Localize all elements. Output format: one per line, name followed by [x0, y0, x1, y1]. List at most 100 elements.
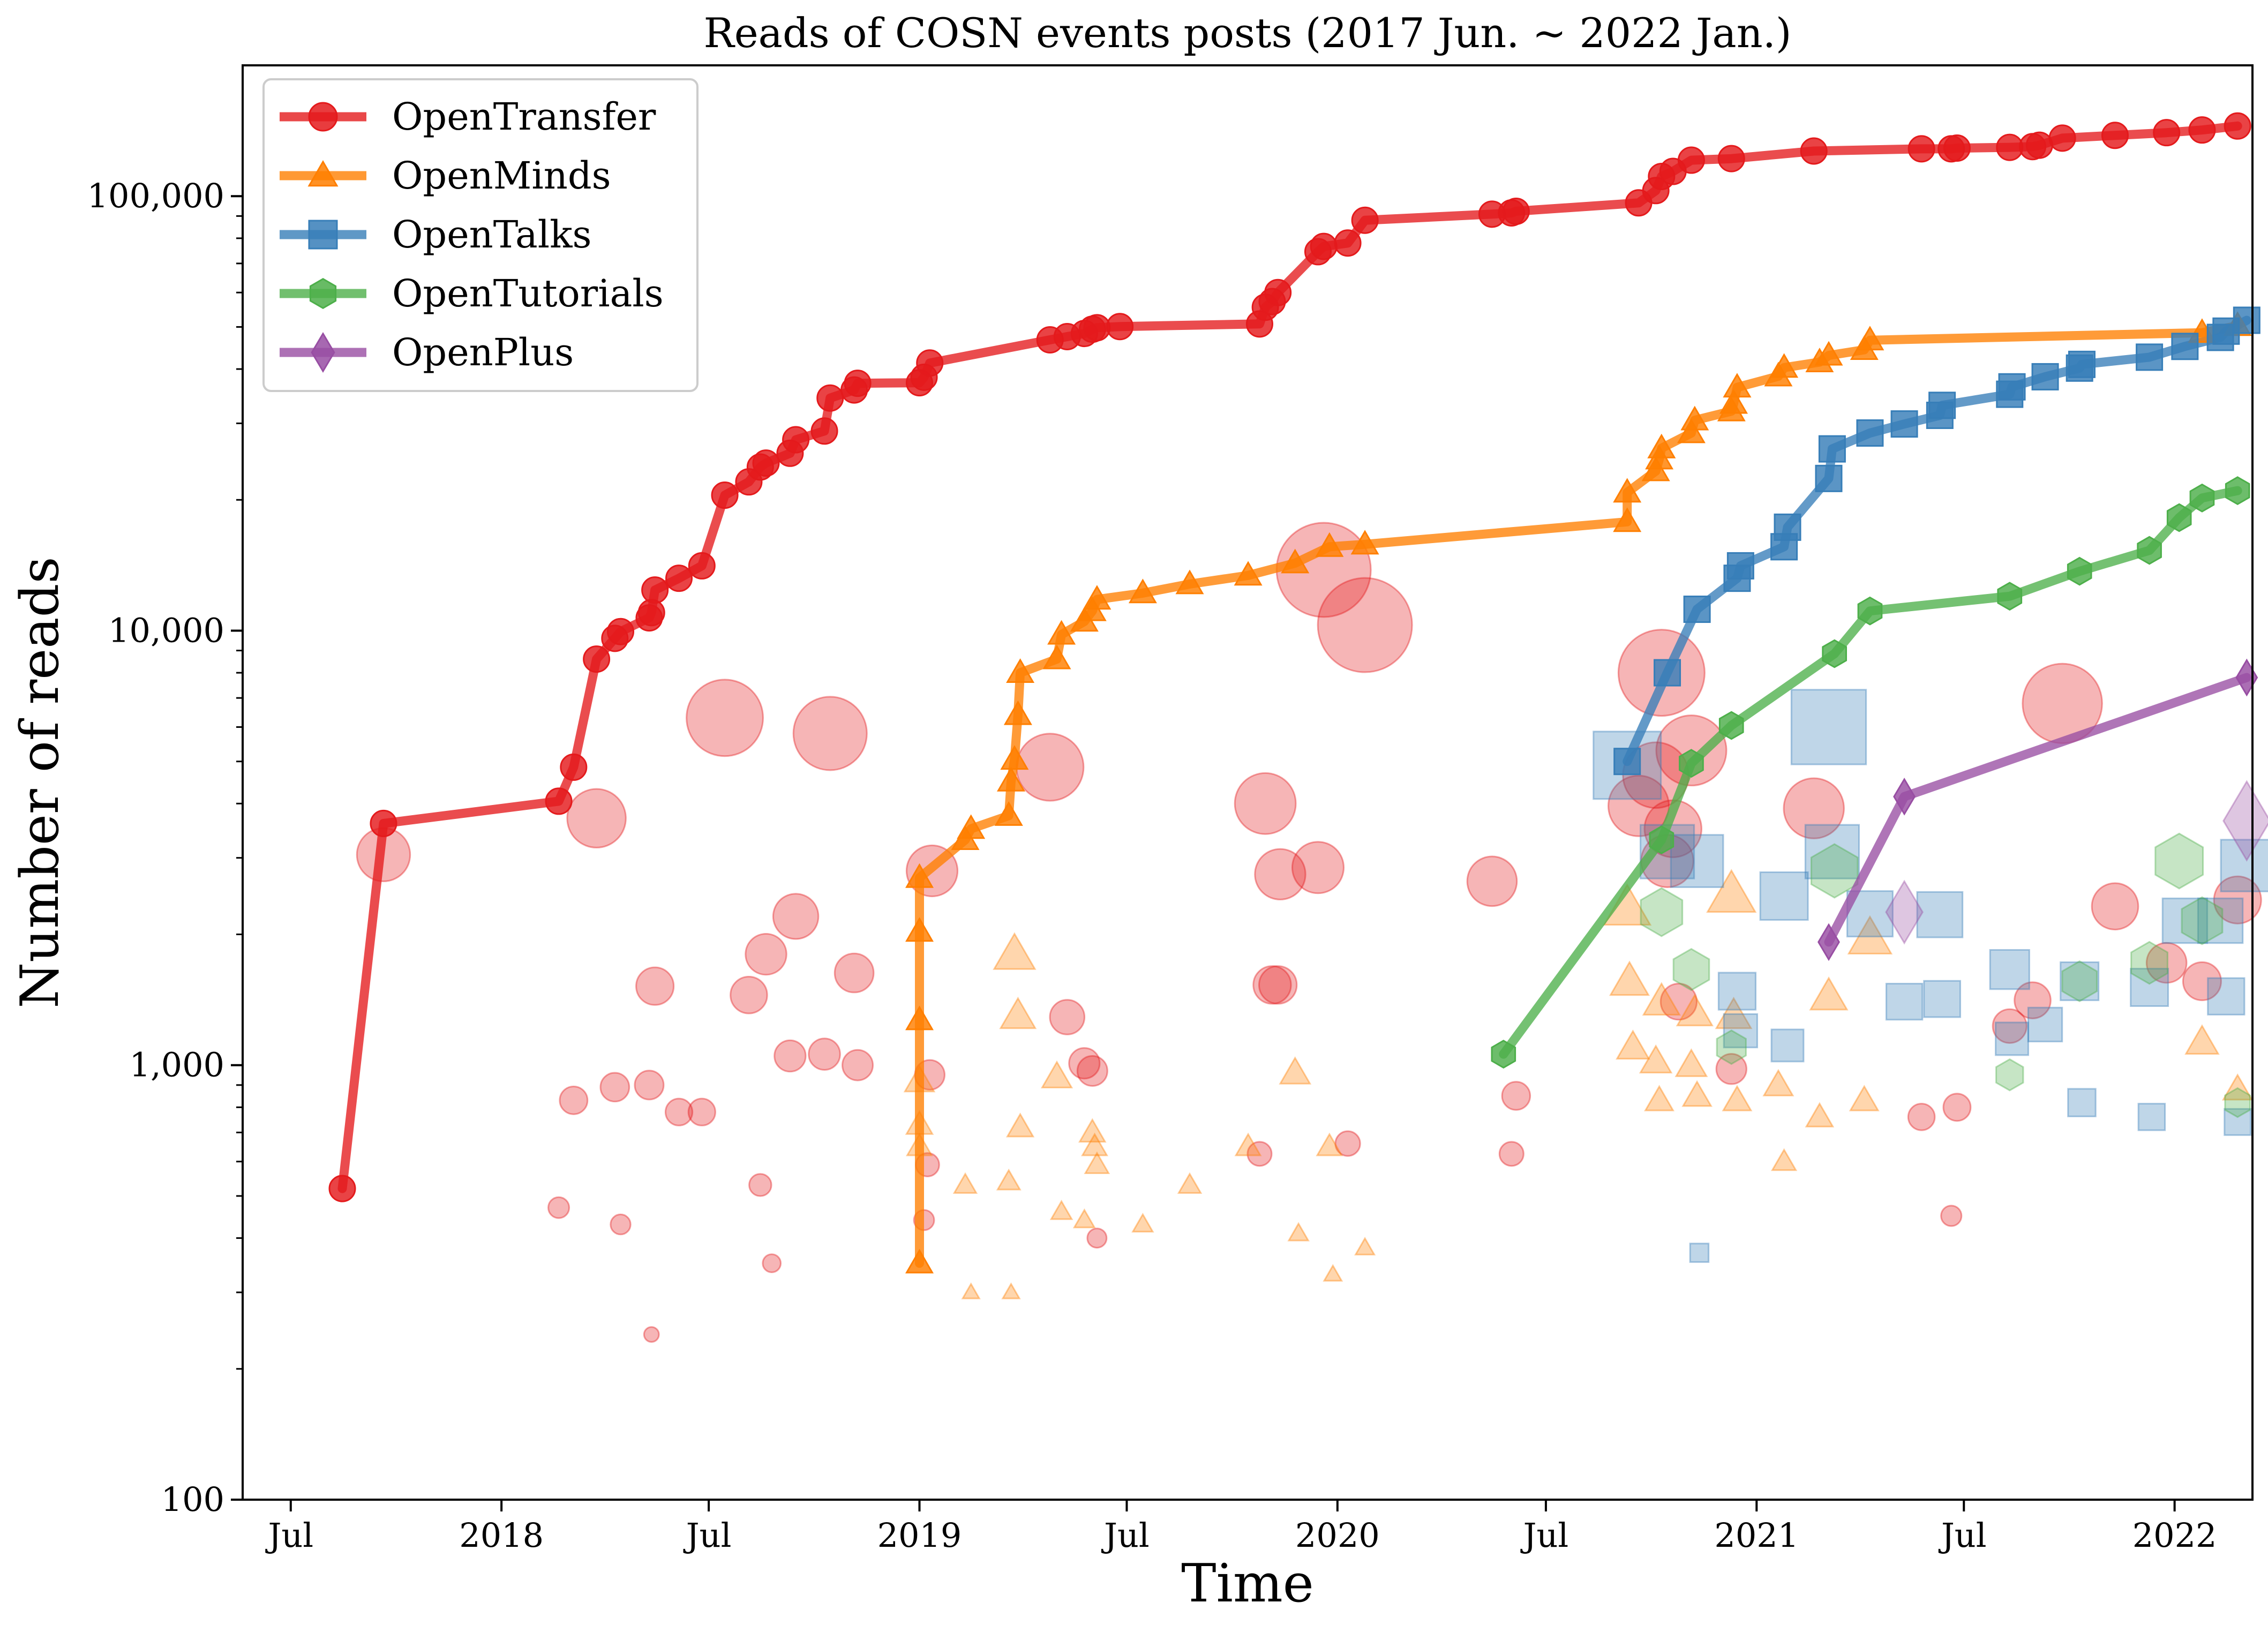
- series-point: [957, 814, 986, 839]
- series-point: [1890, 410, 1918, 438]
- per-post-point: [952, 1172, 978, 1194]
- legend-marker: [311, 332, 335, 373]
- series-point: [1613, 507, 1642, 532]
- series-point: [1677, 146, 1705, 174]
- series-point: [752, 449, 780, 477]
- per-post-point: [808, 1037, 841, 1071]
- per-post-point: [1049, 999, 1086, 1035]
- per-post-point: [1501, 1081, 1531, 1111]
- x-tick-label: 2022: [2132, 1516, 2217, 1555]
- series-point: [1857, 596, 1883, 626]
- per-post-point: [1716, 1029, 1747, 1065]
- per-post-point: [643, 1326, 660, 1343]
- series-point: [1083, 585, 1112, 610]
- per-post-point: [1640, 887, 1684, 937]
- per-post-point: [2207, 977, 2246, 1015]
- series-point: [782, 426, 810, 454]
- per-post-point: [1279, 1056, 1312, 1085]
- series-point: [994, 801, 1023, 826]
- per-post-point: [773, 1039, 807, 1073]
- per-post-point: [2213, 875, 2262, 924]
- x-tick-label: 2018: [459, 1516, 544, 1555]
- per-post-point: [1334, 1130, 1361, 1157]
- per-post-point: [1762, 1069, 1794, 1096]
- per-post-point: [559, 1085, 589, 1115]
- per-post-point: [2154, 832, 2204, 890]
- series-point: [1815, 464, 1843, 492]
- series-point: [844, 370, 872, 397]
- y-axis-ticks: 100 1,000 10,000 100,000: [87, 176, 243, 1519]
- series-point: [810, 417, 838, 445]
- per-post-point: [1992, 1008, 2027, 1044]
- series-point: [1856, 326, 1884, 351]
- per-post-point: [1609, 960, 1650, 996]
- per-post-point: [1644, 1085, 1674, 1111]
- series-point: [2031, 363, 2059, 390]
- series-point: [1654, 659, 1681, 687]
- per-post-point: [1076, 1055, 1108, 1087]
- per-post-point: [1706, 869, 1757, 913]
- series-point: [1042, 644, 1071, 669]
- per-post-point: [1072, 1208, 1096, 1229]
- legend-label: OpenTransfer: [392, 95, 656, 139]
- per-post-point: [1722, 1085, 1753, 1111]
- series-point: [905, 863, 934, 888]
- series-point: [1175, 569, 1204, 595]
- y-tick-label: 100,000: [87, 176, 224, 215]
- per-post-point: [2181, 896, 2224, 945]
- per-post-point: [1885, 983, 1924, 1021]
- legend: OpenTransfer OpenMinds OpenTalks OpenTutori…: [262, 78, 699, 392]
- series-point: [637, 599, 665, 627]
- per-post-point: [1674, 1048, 1708, 1077]
- per-post-point: [635, 966, 675, 1006]
- series-point: [1856, 419, 1884, 447]
- per-post-point: [2182, 961, 2222, 1002]
- per-post-point: [1323, 1264, 1343, 1282]
- series-point: [2025, 131, 2053, 159]
- per-post-point: [2220, 839, 2268, 892]
- series-point: [328, 1175, 356, 1202]
- legend-label: OpenTalks: [392, 213, 591, 257]
- per-post-point: [1287, 1222, 1310, 1242]
- per-post-point: [833, 952, 875, 994]
- per-post-point: [1715, 996, 1753, 1029]
- series-point: [1047, 620, 1076, 645]
- per-post-point: [1001, 1282, 1021, 1299]
- series-point: [1128, 578, 1157, 604]
- per-post-point: [1689, 1243, 1710, 1263]
- per-post-point: [1805, 1102, 1835, 1127]
- x-axis-label: Time: [1181, 1553, 1314, 1614]
- series-point: [1679, 749, 1704, 778]
- per-post-point: [1770, 1148, 1798, 1171]
- series-point: [1997, 582, 2023, 611]
- series-point: [2188, 116, 2216, 144]
- per-post-point: [999, 996, 1037, 1029]
- per-post-point: [1810, 843, 1859, 899]
- per-post-point: [1317, 577, 1413, 673]
- per-post-point: [1081, 1132, 1108, 1156]
- per-post-point: [1006, 1112, 1035, 1138]
- per-post-point: [1759, 871, 1809, 921]
- series-point: [1718, 711, 1744, 740]
- series-point: [665, 565, 693, 592]
- per-post-point: [1676, 994, 1714, 1027]
- per-post-point: [1234, 772, 1297, 835]
- per-post-point: [1041, 1060, 1073, 1088]
- y-tick-label: 1,000: [130, 1045, 225, 1085]
- per-post-point: [1354, 1237, 1376, 1255]
- per-post-point: [687, 1097, 716, 1126]
- series-point: [1996, 133, 2024, 161]
- per-post-point: [1131, 1213, 1154, 1233]
- series-point: [1818, 435, 1846, 463]
- x-tick-label: 2021: [1714, 1516, 1799, 1555]
- x-tick-label: Jul: [1520, 1516, 1569, 1555]
- series-point: [560, 753, 588, 781]
- per-post-point: [748, 1173, 772, 1197]
- x-tick-label: Jul: [683, 1516, 732, 1555]
- per-post-point: [1885, 879, 1924, 945]
- series-point: [1334, 229, 1362, 257]
- per-post-point: [730, 976, 768, 1014]
- series-point: [1770, 353, 1799, 378]
- series-point: [1000, 745, 1029, 770]
- series-point: [711, 482, 739, 509]
